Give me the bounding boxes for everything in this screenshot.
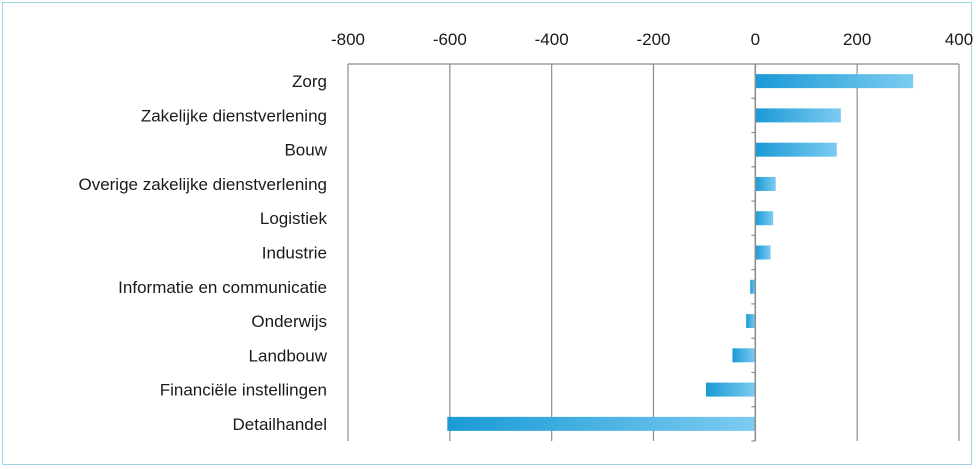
bar (732, 348, 756, 363)
bar (755, 245, 771, 260)
grid-layer (347, 64, 960, 441)
tick-layer: -800 -600 -400 -200 0 200 400 (331, 30, 973, 49)
category-label: Informatie en communicatie (118, 278, 327, 297)
bar (755, 211, 774, 226)
axis-layer (348, 63, 959, 442)
category-label: Zakelijke dienstverlening (141, 106, 327, 125)
bar (755, 74, 914, 89)
bar (705, 382, 756, 397)
category-label: Zorg (292, 72, 327, 91)
category-label: Bouw (284, 141, 327, 160)
x-tick-label: -600 (433, 30, 467, 49)
category-label: Overige zakelijke dienstverlening (78, 175, 327, 194)
x-tick-label: -200 (636, 30, 670, 49)
category-label-layer: Zorg Zakelijke dienstverlening Bouw Overige… (78, 72, 327, 434)
x-tick-label: 0 (751, 30, 760, 49)
bar (755, 142, 837, 157)
bar-layer (447, 74, 914, 431)
category-label: Landbouw (249, 346, 328, 365)
category-label: Industrie (262, 244, 327, 263)
bar (746, 314, 756, 329)
category-label: Financiële instellingen (160, 381, 327, 400)
bar (447, 416, 756, 431)
category-label: Detailhandel (232, 415, 327, 434)
x-tick-label: 400 (945, 30, 973, 49)
x-tick-label: 200 (843, 30, 871, 49)
bar (750, 279, 756, 294)
x-tick-label: -800 (331, 30, 365, 49)
category-label: Logistiek (260, 209, 328, 228)
bar (755, 176, 776, 191)
x-tick-label: -400 (535, 30, 569, 49)
bar (755, 108, 841, 123)
category-label: Onderwijs (251, 312, 327, 331)
